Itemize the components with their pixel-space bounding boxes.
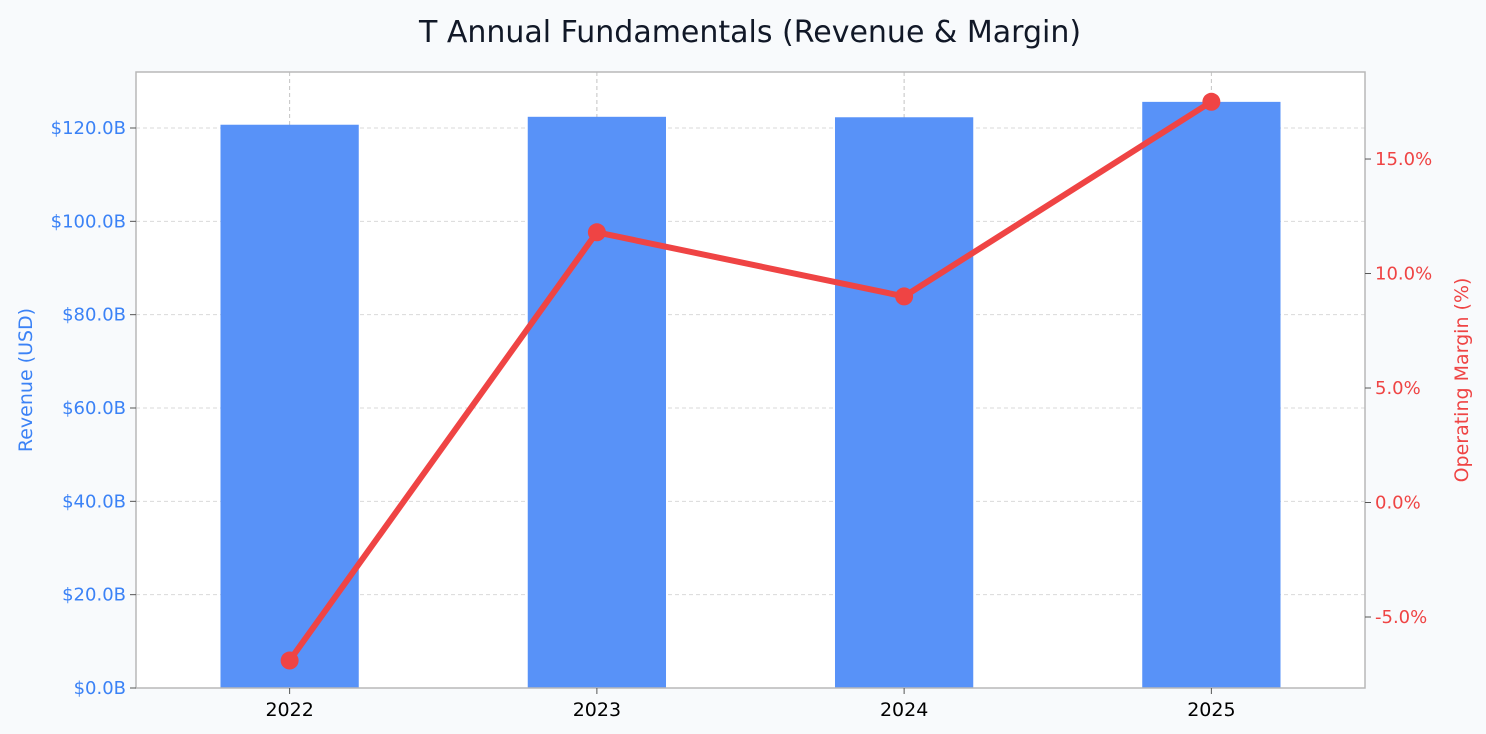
operating-margin-series-line	[286, 98, 1215, 664]
left-tick-label: $20.0B	[62, 585, 126, 606]
operating-margin-line	[280, 92, 1221, 670]
right-tick-label: 15.0%	[1375, 149, 1432, 170]
margin-point-2025	[1202, 92, 1221, 111]
left-tick-label: $60.0B	[62, 398, 126, 419]
margin-point-2023	[587, 223, 606, 242]
revenue-bar-2022	[220, 124, 359, 688]
x-tick-label-2023: 2023	[573, 699, 621, 721]
right-axis-ticks: -5.0% 0.0% 5.0% 10.0% 15.0%	[1365, 149, 1432, 628]
revenue-bar-2025	[1142, 101, 1281, 688]
left-tick-label: $100.0B	[51, 211, 126, 232]
revenue-bars	[220, 101, 1281, 689]
right-tick-label: -5.0%	[1375, 607, 1427, 628]
right-tick-label: 5.0%	[1375, 378, 1421, 399]
x-axis-ticks: 2022 2023 2024 2025	[265, 688, 1236, 721]
y-axis-left-label: Revenue (USD)	[15, 308, 37, 452]
left-tick-label: $40.0B	[62, 491, 126, 512]
x-tick-label-2022: 2022	[265, 699, 313, 721]
right-tick-label: 10.0%	[1375, 264, 1432, 285]
left-tick-label: $120.0B	[51, 118, 126, 139]
left-axis-ticks: $0.0B $20.0B $40.0B $60.0B $80.0B $100.0B $120…	[51, 118, 136, 699]
right-tick-label: 0.0%	[1375, 493, 1421, 514]
y-axis-right-label: Operating Margin (%)	[1451, 278, 1473, 483]
left-tick-label: $80.0B	[62, 305, 126, 326]
chart-title: T Annual Fundamentals (Revenue & Margin)	[418, 15, 1081, 50]
plot-frame	[135, 71, 1366, 689]
margin-point-2024	[895, 287, 914, 306]
left-tick-label: $0.0B	[74, 678, 126, 699]
margin-point-2022	[280, 651, 299, 670]
revenue-bar-2023	[527, 116, 667, 689]
x-tick-label-2024: 2024	[880, 699, 928, 721]
x-tick-label-2025: 2025	[1187, 699, 1235, 721]
revenue-bar-2024	[834, 117, 974, 689]
